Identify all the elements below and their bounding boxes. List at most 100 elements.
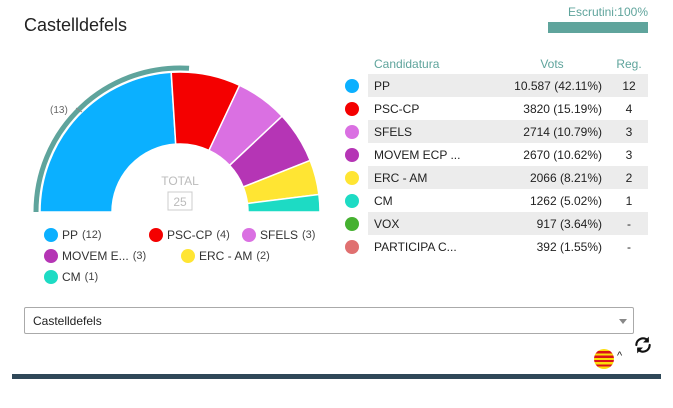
party-seats: 1 (625, 193, 633, 208)
majority-note-tick (75, 107, 83, 113)
party-votes: 1262 (5.02%) (529, 193, 602, 208)
seat-hemicycle-chart: (13) TOTAL 25 (30, 60, 330, 220)
party-color-swatch (345, 78, 359, 93)
legend-item[interactable]: SFELS (3) (242, 228, 315, 242)
party-seats: 3 (625, 147, 633, 162)
column-header-votes[interactable]: Vots (540, 56, 564, 71)
table-row[interactable]: PARTICIPA C... 392 (1.55%) - (336, 235, 648, 258)
legend-label: SFELS (260, 228, 299, 242)
legend-item[interactable]: ERC - AM (2) (181, 249, 270, 263)
party-name: VOX (368, 212, 494, 235)
municipality-select-value: Castelldefels (33, 314, 102, 328)
party-color-swatch (345, 216, 359, 231)
party-color-swatch (345, 193, 359, 208)
scrutiny-label: Escrutini:100% (567, 5, 648, 19)
scrutiny-bar-track (548, 22, 648, 33)
party-color-swatch (345, 124, 359, 139)
party-color-dot (336, 166, 368, 189)
party-name: ERC - AM (368, 166, 494, 189)
party-name: PSC-CP (374, 101, 420, 116)
legend-seats: (3) (132, 250, 147, 262)
party-color-swatch (345, 101, 359, 116)
table-row[interactable]: VOX 917 (3.64%) - (336, 212, 648, 235)
legend-seats: (2) (256, 250, 270, 262)
table-row[interactable]: MOVEM ECP ... 2670 (10.62%) 3 (336, 143, 648, 166)
party-seats: - (610, 212, 648, 235)
party-color-swatch (345, 147, 359, 162)
party-votes: 10.587 (42.11%) (494, 74, 610, 97)
caret-up-icon[interactable]: ^ (617, 350, 623, 362)
legend-seats: (12) (82, 229, 102, 241)
party-votes: 2066 (8.21%) (494, 166, 610, 189)
hemicycle-svg: (13) TOTAL 25 (33, 65, 321, 213)
hemicycle-segment[interactable] (246, 193, 321, 213)
column-header-seats[interactable]: Reg. (616, 56, 642, 71)
party-seats: 4 (625, 101, 633, 116)
legend-label: PP (62, 228, 79, 242)
legend-seats: (4) (216, 229, 230, 241)
catalan-flag-icon[interactable] (594, 349, 614, 369)
legend-label: PSC-CP (167, 228, 213, 242)
table-row[interactable]: PSC-CP 3820 (15.19%) 4 (336, 97, 648, 120)
legend-seats: (1) (84, 271, 99, 283)
party-name: MOVEM ECP ... (374, 147, 461, 162)
party-color-dot (336, 189, 368, 212)
legend-color-dot (44, 249, 58, 263)
column-header-candidature[interactable]: Candidatura (374, 56, 440, 71)
party-name: PP (368, 74, 494, 97)
legend-label: CM (62, 270, 81, 284)
party-color-dot (336, 212, 368, 235)
party-name: PARTICIPA C... (374, 239, 457, 254)
page-title: Castelldefels (24, 15, 128, 35)
table-row[interactable]: PP 10.587 (42.11%) 12 (336, 74, 648, 97)
table-row[interactable]: SFELS 2714 (10.79%) 3 (336, 120, 648, 143)
party-seats: 2 (610, 166, 648, 189)
legend-item[interactable]: CM (1) (44, 270, 98, 284)
legend-color-dot (149, 228, 163, 242)
legend-item[interactable]: PSC-CP (4) (149, 228, 230, 242)
results-header-row: Candidatura Vots Reg. (336, 53, 648, 74)
refresh-icon-graphic (635, 336, 651, 354)
party-seats: 12 (610, 74, 648, 97)
total-seats-box (167, 191, 193, 211)
table-row[interactable]: CM 1262 (5.02%) 1 (336, 189, 648, 212)
legend-color-dot (44, 228, 58, 242)
party-votes: 3820 (15.19%) (523, 101, 602, 116)
party-color-dot (336, 97, 368, 120)
total-seats-value: 25 (173, 195, 187, 209)
results-table: Candidatura Vots Reg. PP 10.587 (42.11%) 1… (336, 53, 648, 258)
legend-item[interactable]: MOVEM E... (3) (44, 249, 146, 263)
party-color-dot (336, 235, 368, 258)
legend-label: MOVEM E... (62, 249, 129, 263)
chevron-down-icon (619, 319, 627, 324)
legend-color-dot (44, 270, 58, 284)
party-votes: 2714 (10.79%) (494, 120, 610, 143)
party-name: CM (374, 193, 393, 208)
party-color-swatch (345, 239, 359, 254)
scrutiny-bar-fill (548, 22, 648, 33)
party-votes: 392 (1.55%) (536, 239, 602, 254)
total-label: TOTAL (161, 174, 199, 188)
party-votes: 917 (3.64%) (494, 212, 610, 235)
party-seats: 3 (610, 120, 648, 143)
legend-color-dot (242, 228, 256, 242)
party-color-dot (336, 120, 368, 143)
party-name: SFELS (368, 120, 494, 143)
scrutiny-progress: Escrutini:100% (548, 5, 648, 33)
refresh-icon[interactable] (633, 335, 653, 355)
party-color-swatch (345, 170, 359, 185)
table-row[interactable]: ERC - AM 2066 (8.21%) 2 (336, 166, 648, 189)
party-color-dot (336, 74, 368, 97)
party-color-dot (336, 143, 368, 166)
municipality-select[interactable]: Castelldefels (24, 307, 634, 334)
party-votes: 2670 (10.62%) (523, 147, 602, 162)
party-seats: - (627, 239, 631, 254)
legend-seats: (3) (302, 229, 316, 241)
bottom-divider (12, 374, 661, 379)
legend-color-dot (181, 249, 195, 263)
majority-arc (33, 65, 190, 213)
legend-item[interactable]: PP (12) (44, 228, 102, 242)
majority-note: (13) (50, 105, 68, 116)
legend-label: ERC - AM (199, 249, 253, 263)
hemicycle-segment[interactable] (39, 71, 177, 213)
